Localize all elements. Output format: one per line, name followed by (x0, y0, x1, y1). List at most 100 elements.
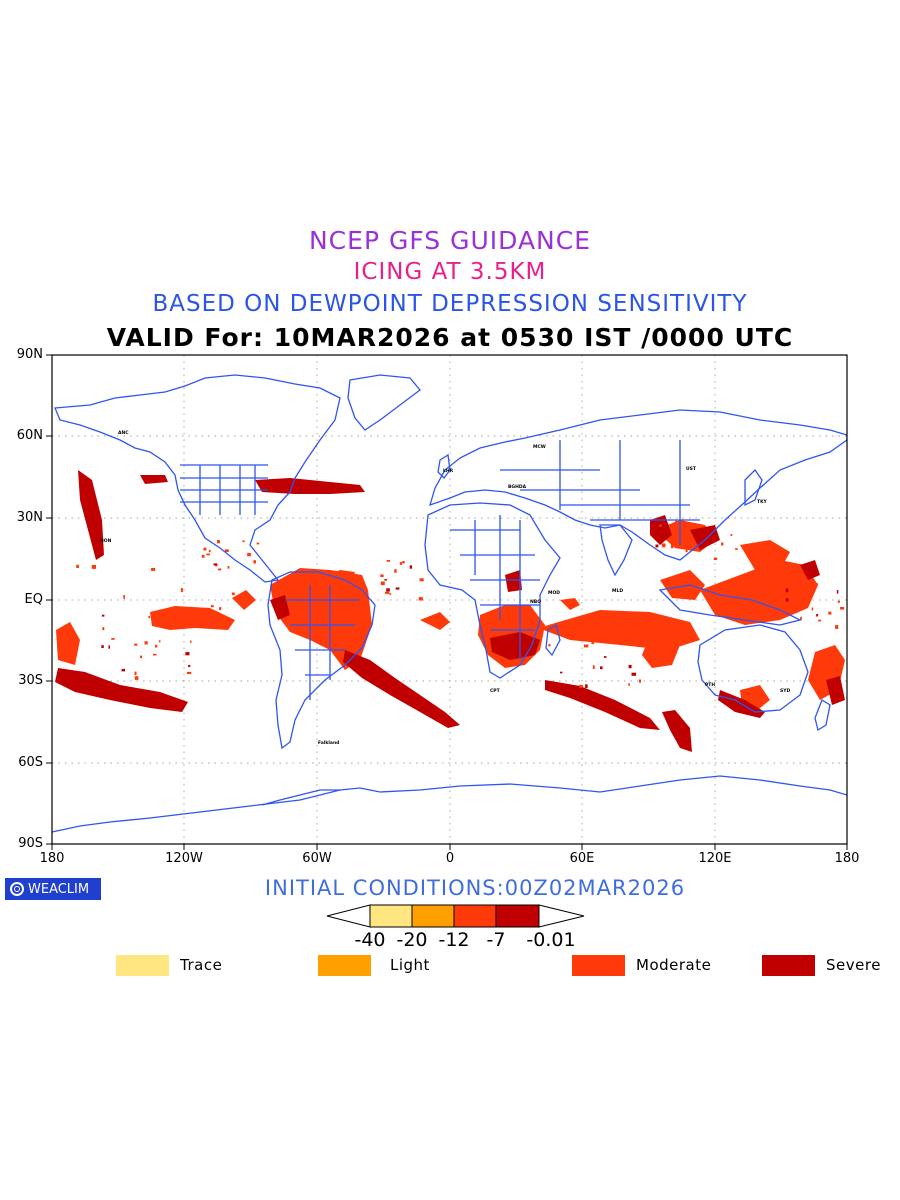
legend-label-light: Light (390, 956, 430, 974)
icing-speckle (675, 520, 678, 524)
icing-speckle (203, 547, 207, 551)
icing-speckle (189, 640, 192, 643)
icing-speckle (399, 562, 403, 565)
title-valid-time: VALID For: 10MAR2026 at 0530 IST /0000 U… (106, 323, 794, 352)
icing-speckle (389, 593, 392, 595)
icing-speckle (800, 594, 804, 598)
icing-speckle (101, 614, 105, 617)
icing-speckle (76, 564, 79, 568)
icing-speckle (231, 592, 235, 596)
icing-speckle (217, 568, 222, 571)
icing-speckle (671, 544, 674, 549)
colorbar-tick: -12 (438, 929, 470, 951)
legend-swatch-light (318, 955, 371, 976)
legend-swatch-moderate (572, 955, 625, 976)
moderate-icing (56, 520, 845, 712)
icing-speckle (800, 616, 802, 620)
icing-speckle (91, 565, 96, 569)
station-label: TKY (757, 499, 768, 505)
station-label: ANC (118, 430, 129, 436)
icing-speckle (659, 524, 662, 527)
station-label: LHR (443, 468, 454, 474)
icing-speckle (188, 664, 191, 667)
lon-label: 0 (445, 851, 455, 866)
icing-speckle (631, 672, 636, 676)
lat-label: 30S (18, 673, 43, 688)
icing-speckle (386, 560, 390, 562)
icing-speckle (219, 607, 222, 611)
icing-speckle (394, 569, 397, 573)
icing-speckle (247, 552, 251, 557)
icing-speckle (180, 588, 183, 593)
icing-speckle (242, 540, 245, 543)
legend-label-severe: Severe (826, 956, 881, 974)
icing-speckle (208, 549, 211, 553)
icing-speckle (713, 557, 718, 560)
icing-speckle (153, 653, 157, 656)
legend-swatch-severe (762, 955, 815, 976)
icing-speckle (802, 600, 808, 605)
lon-label: 180 (834, 851, 860, 866)
icing-speckle (224, 549, 229, 553)
map-gridlines (52, 355, 847, 844)
station-label: MCW (533, 444, 546, 450)
icing-speckle (672, 524, 676, 527)
icing-speckle (785, 588, 789, 593)
lon-label: 60E (569, 851, 595, 866)
icing-speckle (628, 664, 632, 669)
icing-speckle (185, 652, 190, 656)
icing-speckle (385, 591, 390, 594)
title-product: NCEP GFS GUIDANCE (308, 226, 591, 255)
icing-speckle (102, 627, 105, 631)
icing-speckle (134, 643, 138, 646)
lat-label: 60N (16, 428, 43, 443)
icing-speckle (402, 561, 405, 564)
icing-speckle (730, 534, 733, 536)
icing-speckle (148, 616, 151, 619)
lon-label: 60W (302, 851, 332, 866)
title-parameter: ICING AT 3.5KM (353, 259, 547, 285)
icing-speckle (253, 560, 256, 564)
lat-label: 60S (18, 755, 43, 770)
icing-speckle (735, 548, 738, 550)
lat-label: EQ (24, 592, 43, 607)
icing-speckle (591, 642, 595, 645)
icing-speckle (628, 683, 630, 686)
icing-speckle (603, 656, 607, 658)
colorbar-tick: -7 (486, 929, 506, 951)
icing-speckle (584, 644, 589, 648)
initial-conditions: INITIAL CONDITIONS:00Z02MAR2026 (264, 876, 686, 900)
legend-label-trace: Trace (180, 956, 223, 974)
icing-speckle (836, 590, 839, 594)
icing-speckle (201, 554, 205, 558)
lon-label: 120W (165, 851, 203, 866)
coastlines (52, 374, 847, 833)
icing-speckle (210, 605, 214, 608)
icing-speckle (206, 553, 210, 556)
icing-speckle (151, 567, 156, 571)
icing-speckle (418, 597, 423, 601)
icing-speckle (840, 607, 845, 610)
icing-speckle (835, 625, 839, 629)
icing-speckle (213, 563, 218, 566)
icing-speckle (101, 645, 104, 648)
icing-speckle (655, 544, 659, 548)
icing-speckle (837, 600, 840, 603)
icing-speckle (144, 641, 148, 645)
icing-speckle (670, 537, 675, 542)
icing-speckle (600, 666, 603, 670)
station-label: BGHDA (508, 484, 527, 490)
icing-speckle (108, 645, 110, 649)
icing-speckle (217, 540, 220, 544)
station-label: NBO (530, 599, 541, 605)
icing-speckle (384, 579, 388, 581)
station-label: UST (686, 466, 697, 472)
icing-speckle (585, 684, 588, 689)
lon-label: 120E (698, 851, 732, 866)
icing-speckle (158, 640, 161, 643)
moderate-scattered (76, 519, 845, 697)
icing-speckle (681, 519, 684, 524)
icing-areas (55, 470, 845, 752)
icing-speckle (592, 665, 595, 669)
